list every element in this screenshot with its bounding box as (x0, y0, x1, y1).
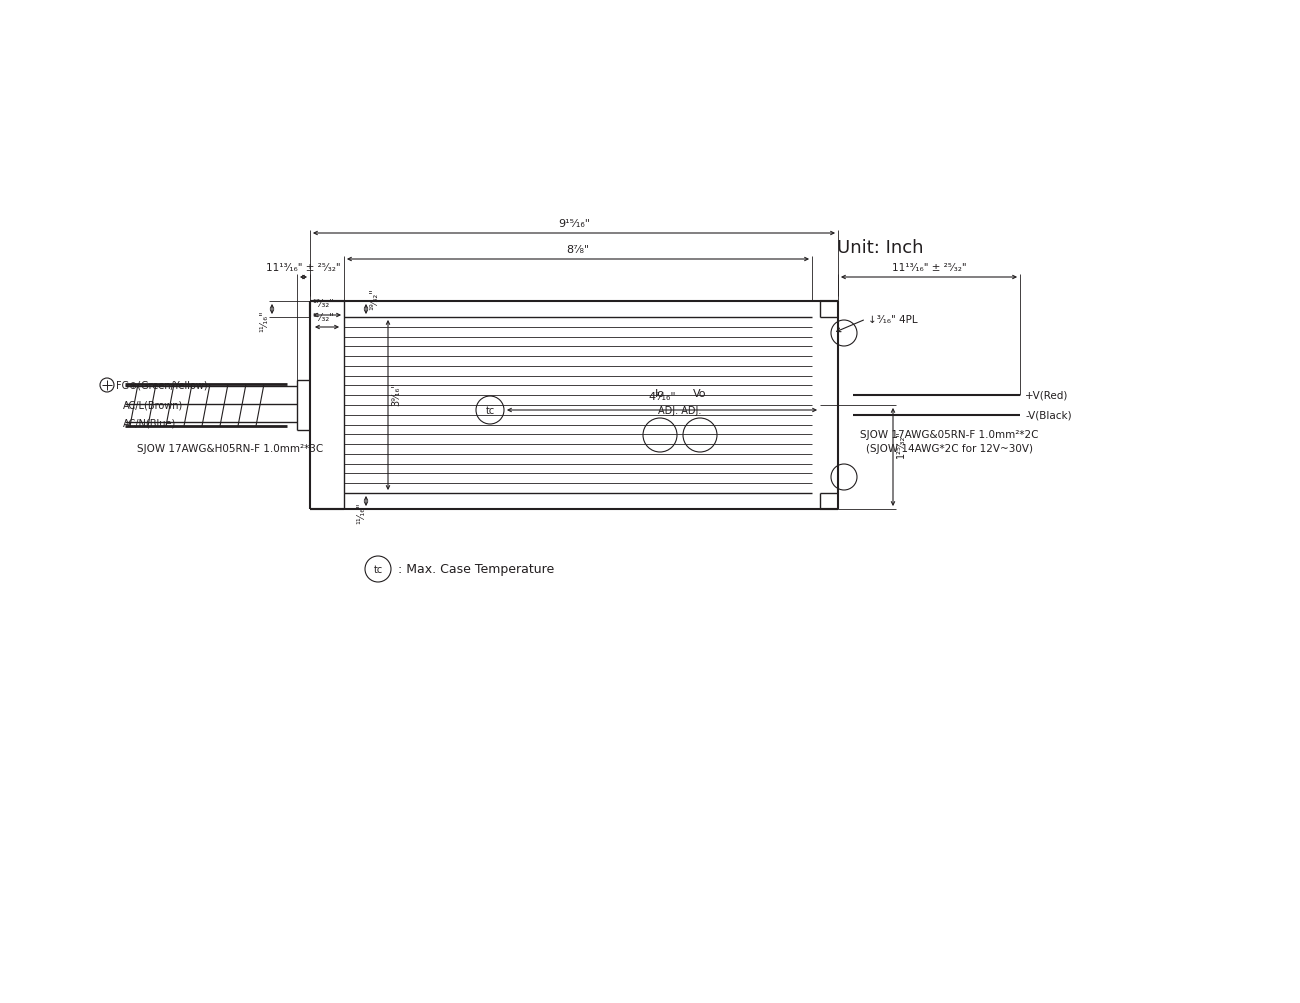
Text: FG⊕(Green/Yellow): FG⊕(Green/Yellow) (116, 380, 208, 390)
Text: AC/N(Blue): AC/N(Blue) (124, 418, 177, 428)
Text: Vo: Vo (693, 388, 707, 398)
Text: tc: tc (485, 405, 494, 415)
Text: ¹¹⁄₁₆": ¹¹⁄₁₆" (259, 310, 269, 331)
Text: 11¹³⁄₁₆" ± ²⁵⁄₃₂": 11¹³⁄₁₆" ± ²⁵⁄₃₂" (892, 263, 966, 273)
Text: 11¹³⁄₁₆" ± ²⁵⁄₃₂": 11¹³⁄₁₆" ± ²⁵⁄₃₂" (266, 263, 341, 273)
Text: SJOW 17AWG&05RN-F 1.0mm²*2C: SJOW 17AWG&05RN-F 1.0mm²*2C (859, 429, 1039, 439)
Text: ↓³⁄₁₆" 4PL: ↓³⁄₁₆" 4PL (868, 315, 918, 325)
Text: AC/L(Brown): AC/L(Brown) (124, 400, 183, 410)
Text: -V(Black): -V(Black) (1024, 410, 1071, 420)
Text: ¹⁷⁄₃₂": ¹⁷⁄₃₂" (312, 299, 334, 309)
Text: 8⁷⁄₈": 8⁷⁄₈" (567, 245, 590, 255)
Text: 4⁷⁄₁₆": 4⁷⁄₁₆" (649, 391, 676, 401)
Text: ADJ. ADJ.: ADJ. ADJ. (658, 405, 702, 415)
Text: Unit: Inch: Unit: Inch (837, 239, 923, 257)
Text: Io: Io (655, 388, 666, 398)
Text: 3⁹⁄₁₆": 3⁹⁄₁₆" (391, 382, 400, 405)
Text: 9¹⁵⁄₁₆": 9¹⁵⁄₁₆" (558, 219, 590, 229)
Text: SJOW 17AWG&H05RN-F 1.0mm²*3C: SJOW 17AWG&H05RN-F 1.0mm²*3C (136, 443, 324, 453)
Text: ¹¹⁄₃₂": ¹¹⁄₃₂" (312, 313, 334, 323)
Text: 1²⁵⁄₃₂": 1²⁵⁄₃₂" (896, 429, 906, 457)
Text: ¹⁹⁄₃₂": ¹⁹⁄₃₂" (369, 288, 380, 310)
Text: +V(Red): +V(Red) (1024, 390, 1069, 400)
Text: (SJOW 14AWG*2C for 12V~30V): (SJOW 14AWG*2C for 12V~30V) (866, 443, 1032, 453)
Text: : Max. Case Temperature: : Max. Case Temperature (394, 563, 554, 576)
Text: ¹¹⁄₁₆": ¹¹⁄₁₆" (356, 502, 367, 524)
Text: tc: tc (373, 565, 382, 575)
